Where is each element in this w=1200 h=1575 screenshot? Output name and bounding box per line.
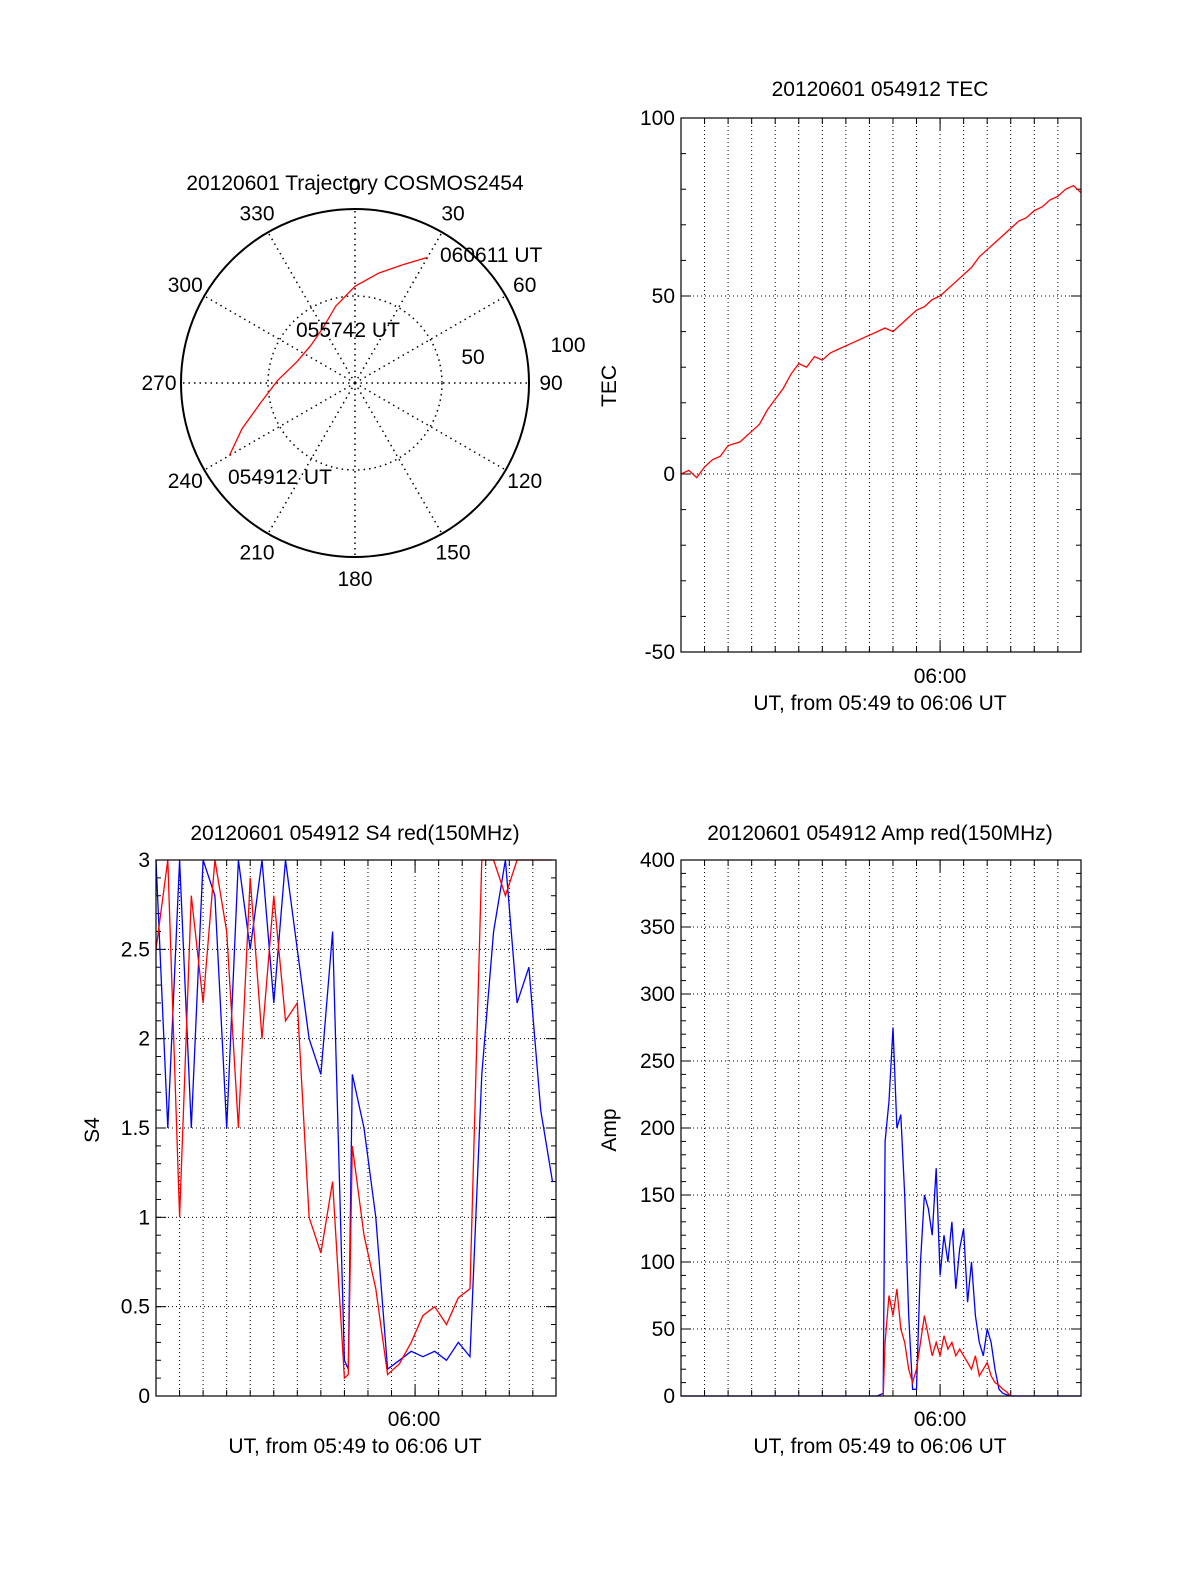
tec-plot-area: -50 0 50 100 xyxy=(640,107,1082,664)
amp-xtick-label: 06:00 xyxy=(914,1408,967,1431)
tec-ytick-label: 100 xyxy=(640,107,675,130)
annotation-end-time: 060611 UT xyxy=(440,244,543,267)
amp-plot-area: 0 50 100 150 200 250 300 350 400 xyxy=(640,849,1082,1408)
s4-xtick-label: 06:00 xyxy=(388,1408,441,1431)
s4-ylabel: S4 xyxy=(81,1117,104,1143)
s4-ytick-label: 0 xyxy=(138,1385,150,1408)
polar-spoke xyxy=(354,295,507,384)
polar-radius-label-50: 50 xyxy=(461,346,484,369)
polar-azimuth-label: 240 xyxy=(168,470,203,493)
s4-ytick-label: 2 xyxy=(138,1028,150,1051)
amp-ytick-label: 0 xyxy=(663,1385,675,1408)
polar-spoke xyxy=(267,382,356,535)
polar-azimuth-labels: 0 30 60 90 120 150 180 210 240 270 300 330 xyxy=(141,176,562,591)
polar-spoke xyxy=(203,295,356,384)
polar-azimuth-label: 30 xyxy=(441,202,464,225)
polar-title: 20120601 Trajectory COSMOS2454 xyxy=(186,172,524,195)
tec-ytick-label: 50 xyxy=(652,285,675,308)
polar-azimuth-label: 0 xyxy=(349,176,361,199)
amp-title: 20120601 054912 Amp red(150MHz) xyxy=(707,822,1053,845)
amp-panel: 20120601 054912 Amp red(150MHz) 0 50 100 15… xyxy=(598,822,1082,1458)
amp-frame xyxy=(680,859,1082,1397)
tec-series-red xyxy=(680,184,1082,479)
polar-radius-label-100: 100 xyxy=(550,334,585,357)
amp-ytick-label: 150 xyxy=(640,1184,675,1207)
tec-title: 20120601 054912 TEC xyxy=(772,78,989,101)
s4-frame xyxy=(155,859,557,1397)
polar-spoke xyxy=(354,382,443,535)
tec-ytick-label: -50 xyxy=(645,641,675,664)
polar-azimuth-label: 210 xyxy=(239,542,274,565)
polar-grid xyxy=(180,208,530,558)
amp-series-blue xyxy=(681,1027,1081,1397)
amp-ylabel: Amp xyxy=(598,1108,621,1151)
s4-plot-area: 0 0.5 1 1.5 2 2.5 3 xyxy=(121,849,557,1408)
annotation-start-time: 054912 UT xyxy=(228,466,332,489)
s4-title: 20120601 054912 S4 red(150MHz) xyxy=(190,822,519,845)
polar-azimuth-label: 300 xyxy=(168,274,203,297)
polar-spoke xyxy=(354,231,443,384)
s4-series-blue xyxy=(155,859,554,1371)
polar-azimuth-label: 120 xyxy=(507,470,542,493)
tec-ytick-label: 0 xyxy=(663,463,675,486)
polar-spoke xyxy=(354,382,507,471)
amp-series-red xyxy=(882,1288,1012,1397)
amp-xlabel: UT, from 05:49 to 06:06 UT xyxy=(753,1435,1006,1458)
tec-frame xyxy=(680,117,1082,653)
s4-ytick-label: 1 xyxy=(138,1206,150,1229)
tec-xlabel: UT, from 05:49 to 06:06 UT xyxy=(753,692,1006,715)
s4-ytick-label: 3 xyxy=(138,849,150,872)
polar-azimuth-label: 60 xyxy=(513,274,536,297)
polar-azimuth-label: 180 xyxy=(337,568,372,591)
tec-ylabel: TEC xyxy=(598,365,621,407)
polar-inner-circle xyxy=(267,295,443,471)
polar-spoke xyxy=(203,382,356,471)
polar-azimuth-label: 330 xyxy=(239,202,274,225)
amp-ytick-label: 300 xyxy=(640,983,675,1006)
polar-azimuth-label: 270 xyxy=(141,372,176,395)
polar-azimuth-label: 90 xyxy=(539,372,562,395)
trajectory-line xyxy=(228,256,428,456)
annotation-mid-time: 055742 UT xyxy=(296,319,400,342)
s4-ytick-label: 1.5 xyxy=(121,1117,150,1140)
amp-ytick-label: 50 xyxy=(652,1318,675,1341)
s4-ytick-label: 2.5 xyxy=(121,938,150,961)
amp-ytick-label: 350 xyxy=(640,916,675,939)
polar-outer-circle xyxy=(180,208,530,558)
s4-ytick-label: 0.5 xyxy=(121,1296,150,1319)
s4-xlabel: UT, from 05:49 to 06:06 UT xyxy=(228,1435,481,1458)
s4-panel: 20120601 054912 S4 red(150MHz) 0 0.5 1 1.5 2… xyxy=(81,822,557,1458)
amp-ytick-label: 200 xyxy=(640,1117,675,1140)
amp-ytick-label: 100 xyxy=(640,1251,675,1274)
amp-ytick-label: 400 xyxy=(640,849,675,872)
polar-spoke xyxy=(267,231,356,384)
polar-azimuth-label: 150 xyxy=(435,542,470,565)
tec-xtick-label: 06:00 xyxy=(914,665,967,688)
polar-trajectory-panel: 20120601 Trajectory COSMOS2454 0 30 60 90 12… xyxy=(141,172,585,591)
amp-ytick-label: 250 xyxy=(640,1050,675,1073)
